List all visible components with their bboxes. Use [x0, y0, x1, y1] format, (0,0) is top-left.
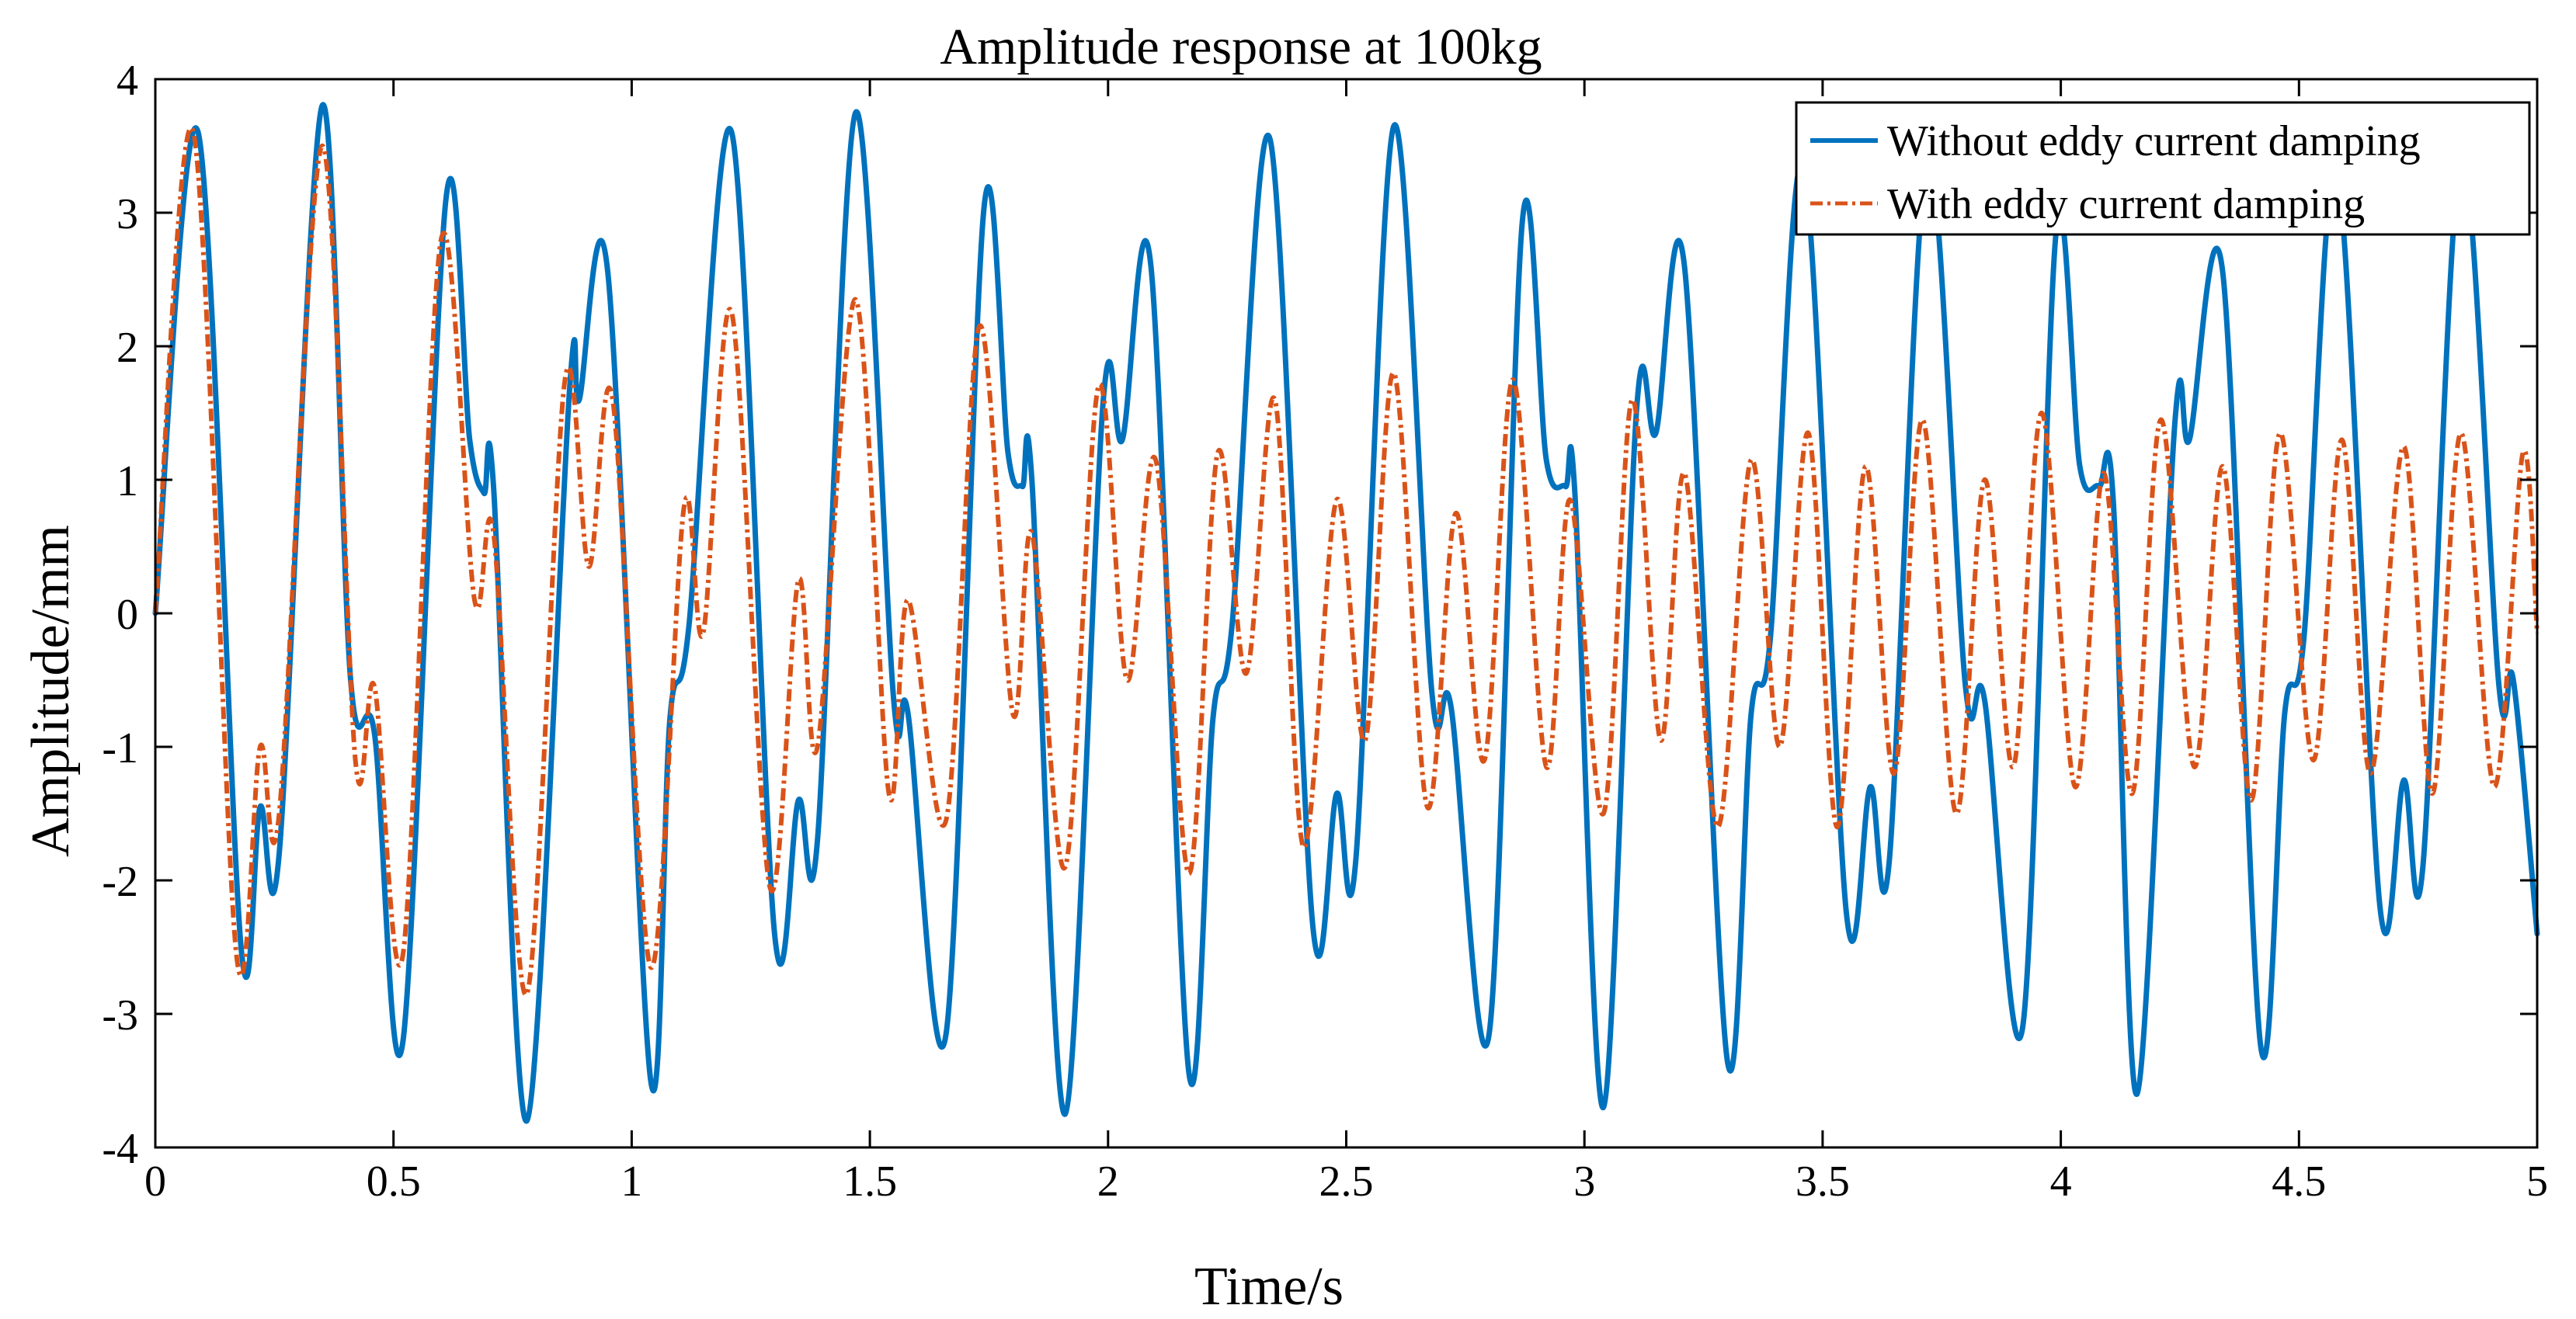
- y-tick-label: 3: [116, 190, 138, 238]
- y-tick-label: -1: [102, 724, 138, 772]
- x-tick-label: 0: [144, 1158, 166, 1206]
- chart-title: Amplitude response at 100kg: [940, 19, 1542, 75]
- axes-frame: [154, 78, 2539, 1149]
- x-tick-label: 1: [621, 1158, 642, 1206]
- y-axis-label: Amplitude/mm: [21, 525, 81, 857]
- x-tick-label: 5: [2526, 1158, 2548, 1206]
- y-tick-label: -2: [102, 858, 138, 906]
- x-tick-label: 2: [1097, 1158, 1119, 1206]
- x-tick-label: 4: [2050, 1158, 2072, 1206]
- x-tick-label: 3.5: [1796, 1158, 1850, 1206]
- x-axis-label: Time/s: [1194, 1257, 1344, 1317]
- legend-box: [1795, 101, 2531, 236]
- plot-area: [155, 79, 2537, 1147]
- axes-box: [154, 78, 2539, 1149]
- x-tick-label: 4.5: [2272, 1158, 2326, 1206]
- y-tick-label: -4: [102, 1125, 138, 1173]
- legend-label-without-damping: Without eddy current damping: [1887, 117, 2421, 165]
- y-tick-label: 0: [116, 591, 138, 639]
- plot-background: [155, 79, 2537, 1147]
- x-tick-label: 3: [1573, 1158, 1595, 1206]
- x-tick-label: 2.5: [1319, 1158, 1374, 1206]
- series-line-with-damping: [153, 125, 2539, 998]
- legend: Without eddy current damping With eddy c…: [1795, 101, 2531, 236]
- y-tick-label: 4: [116, 57, 138, 105]
- y-tick-label: 1: [116, 457, 138, 505]
- axis-ticks: 0 0.5 1 1.5 2 2.5 3 3.5 4 4.5 5 4 3 2 1 0 -1 -2 -3 -4: [102, 57, 2548, 1206]
- legend-label-with-damping: With eddy current damping: [1887, 180, 2365, 228]
- y-tick-label: -3: [102, 991, 138, 1040]
- y-tick-label: 2: [116, 324, 138, 372]
- series-layer: [152, 102, 2540, 1124]
- series-line-without-damping: [152, 102, 2540, 1124]
- x-tick-label: 0.5: [367, 1158, 421, 1206]
- x-tick-label: 1.5: [843, 1158, 897, 1206]
